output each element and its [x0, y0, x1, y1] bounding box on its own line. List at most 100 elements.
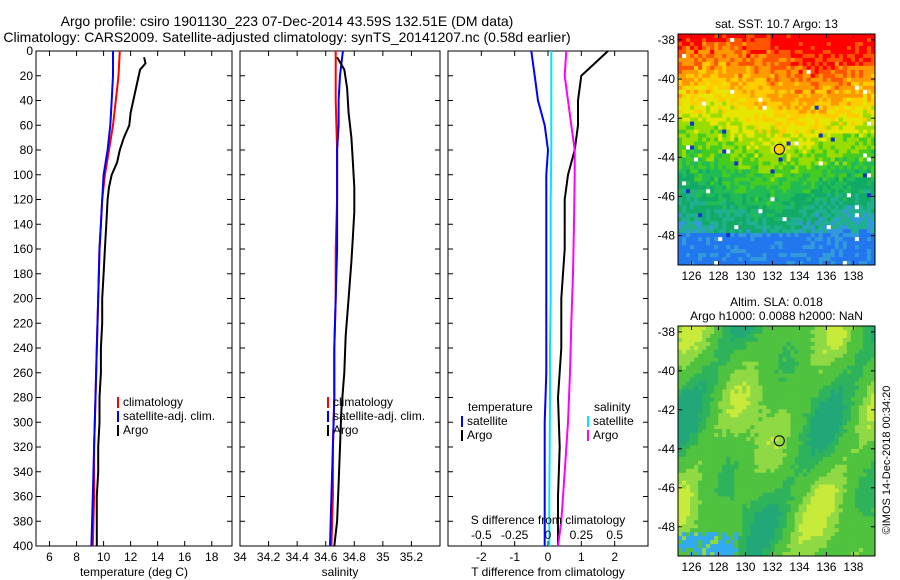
heatmap-cell: [734, 249, 739, 254]
heatmap-cell: [698, 377, 703, 382]
heatmap-cell: [694, 217, 699, 222]
heatmap-cell: [858, 377, 864, 382]
heatmap-cell: [726, 201, 731, 206]
heatmap-cell: [678, 117, 683, 123]
heatmap-cell: [858, 229, 864, 234]
x-tick-label: 1: [578, 550, 585, 564]
heatmap-cell: [742, 85, 747, 91]
heatmap-cell: [838, 425, 844, 430]
heatmap-cell: [710, 341, 715, 347]
heatmap-cell: [706, 141, 711, 146]
heatmap-cell: [730, 329, 735, 335]
heatmap-cell: [778, 245, 783, 250]
heatmap-cell: [762, 185, 767, 190]
heatmap-cell: [862, 205, 868, 210]
heatmap-cell: [818, 409, 824, 414]
heatmap-cell: [678, 326, 683, 331]
heatmap-cell: [698, 369, 703, 374]
heatmap-cell: [786, 173, 791, 178]
heatmap-cell: [686, 341, 691, 347]
heatmap-cell: [686, 421, 691, 426]
heatmap-cell: [690, 193, 695, 198]
heatmap-cell: [814, 201, 820, 206]
heatmap-cell: [730, 452, 735, 458]
heatmap-cell: [814, 217, 820, 222]
heatmap-cell: [710, 49, 715, 55]
heatmap-cell: [718, 456, 723, 462]
heatmap-cell: [858, 413, 864, 418]
heatmap-cell: [746, 452, 751, 458]
heatmap-cell: [794, 37, 800, 43]
heatmap-cell: [686, 393, 691, 398]
heatmap-cell: [802, 209, 808, 214]
heatmap-cell: [750, 417, 755, 422]
heatmap-cell: [746, 464, 751, 470]
heatmap-cell: [738, 157, 743, 162]
heatmap-cell: [770, 456, 775, 462]
heatmap-cell: [690, 257, 695, 262]
heatmap-cell: [718, 89, 723, 95]
heatmap-cell: [782, 373, 787, 378]
heatmap-cell: [706, 133, 711, 138]
heatmap-cell: [730, 129, 735, 134]
heatmap-cell: [826, 121, 832, 126]
heatmap-cell: [798, 77, 804, 83]
heatmap-cell: [834, 153, 840, 158]
heatmap-cell: [830, 433, 836, 438]
heatmap-cell: [814, 468, 820, 474]
heatmap-cell: [790, 409, 795, 414]
heatmap-cell: [870, 45, 876, 51]
heatmap-cell: [806, 341, 812, 347]
heatmap-cell: [778, 468, 783, 474]
heatmap-cell: [782, 425, 787, 430]
heatmap-cell: [826, 241, 832, 246]
heatmap-cell: [802, 197, 808, 202]
heatmap-cell: [678, 209, 683, 214]
heatmap-cell: [726, 189, 731, 194]
heatmap-cell: [762, 245, 767, 250]
heatmap-cell: [730, 209, 735, 214]
heatmap-cell: [830, 241, 836, 246]
heatmap-cell: [710, 169, 715, 174]
heatmap-cell: [802, 105, 808, 111]
heatmap-cell: [678, 249, 683, 254]
heatmap-cell: [778, 41, 783, 47]
heatmap-cell: [790, 448, 795, 454]
heatmap-cell: [838, 337, 844, 343]
heatmap-cell: [726, 193, 731, 198]
heatmap-cell: [730, 169, 735, 174]
heatmap-cell: [870, 117, 876, 123]
heatmap-cell: [786, 468, 791, 474]
heatmap-cell: [822, 193, 828, 198]
heatmap-cell: [850, 201, 856, 206]
heatmap-cell: [870, 341, 876, 347]
heatmap-cell: [774, 329, 779, 335]
heatmap-cell: [790, 213, 795, 218]
heatmap-cell: [806, 253, 812, 258]
heatmap-cell: [770, 173, 775, 178]
heatmap-cell: [702, 145, 707, 150]
heatmap-cell: [794, 217, 800, 222]
heatmap-cell: [818, 109, 824, 115]
heatmap-cell: [870, 153, 876, 158]
heatmap-cell: [814, 249, 820, 254]
heatmap-cell: [786, 448, 791, 454]
heatmap-cell: [710, 105, 715, 111]
heatmap-cell: [810, 189, 816, 194]
heatmap-cell: [850, 81, 856, 87]
heatmap-cell: [706, 245, 711, 250]
heatmap-cell: [850, 45, 856, 51]
heatmap-cell: [810, 45, 816, 51]
heatmap-cell: [730, 177, 735, 182]
heatmap-cell: [718, 333, 723, 339]
heatmap-cell: [858, 349, 864, 355]
heatmap-cell: [850, 37, 856, 43]
heatmap-cell: [822, 37, 828, 43]
heatmap-cell: [722, 105, 727, 111]
heatmap-cell: [742, 93, 747, 99]
heatmap-cell: [806, 61, 812, 67]
heatmap-cell: [870, 326, 876, 331]
heatmap-cell: [790, 189, 795, 194]
heatmap-cell: [782, 53, 787, 59]
heatmap-cell: [806, 249, 812, 254]
